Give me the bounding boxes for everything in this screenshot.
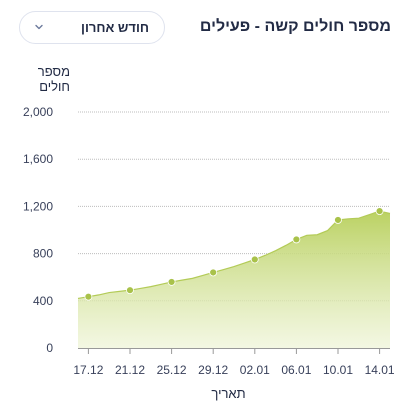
y-tick-label: 400: [33, 294, 53, 308]
x-tick-label: 17.12: [73, 363, 103, 377]
chevron-down-icon: [33, 20, 45, 34]
x-tick-label: 14.01: [365, 363, 395, 377]
series-area: [78, 211, 390, 348]
data-point[interactable]: [250, 255, 259, 264]
data-point[interactable]: [84, 292, 93, 301]
y-tick-label: 800: [33, 247, 53, 261]
data-point[interactable]: [334, 216, 342, 224]
data-point[interactable]: [167, 278, 176, 286]
y-tick-label: 1,200: [23, 199, 53, 213]
y-axis-title: מספר חולים: [37, 64, 70, 94]
data-point[interactable]: [375, 207, 384, 216]
data-point[interactable]: [209, 268, 218, 277]
y-tick-label: 0: [46, 341, 53, 355]
x-axis-title: תאריך: [211, 386, 246, 401]
period-select[interactable]: חודש אחרון: [19, 11, 165, 44]
card-header: מספר חולים קשה - פעילים חודש אחרון: [0, 0, 407, 56]
x-tick-label: 25.12: [157, 363, 187, 377]
card-title: מספר חולים קשה - פעילים: [199, 18, 391, 35]
data-point[interactable]: [126, 286, 134, 295]
x-tick-label: 29.12: [198, 363, 228, 377]
data-point[interactable]: [292, 235, 301, 244]
x-tick-label: 02.01: [240, 363, 270, 377]
y-tick-label: 2,000: [23, 105, 53, 119]
period-select-value: חודש אחרון: [81, 20, 149, 35]
x-tick-label: 21.12: [115, 363, 145, 377]
x-tick-label: 06.01: [281, 363, 311, 377]
x-tick-label: 10.01: [323, 363, 353, 377]
y-tick-label: 1,600: [23, 152, 53, 166]
